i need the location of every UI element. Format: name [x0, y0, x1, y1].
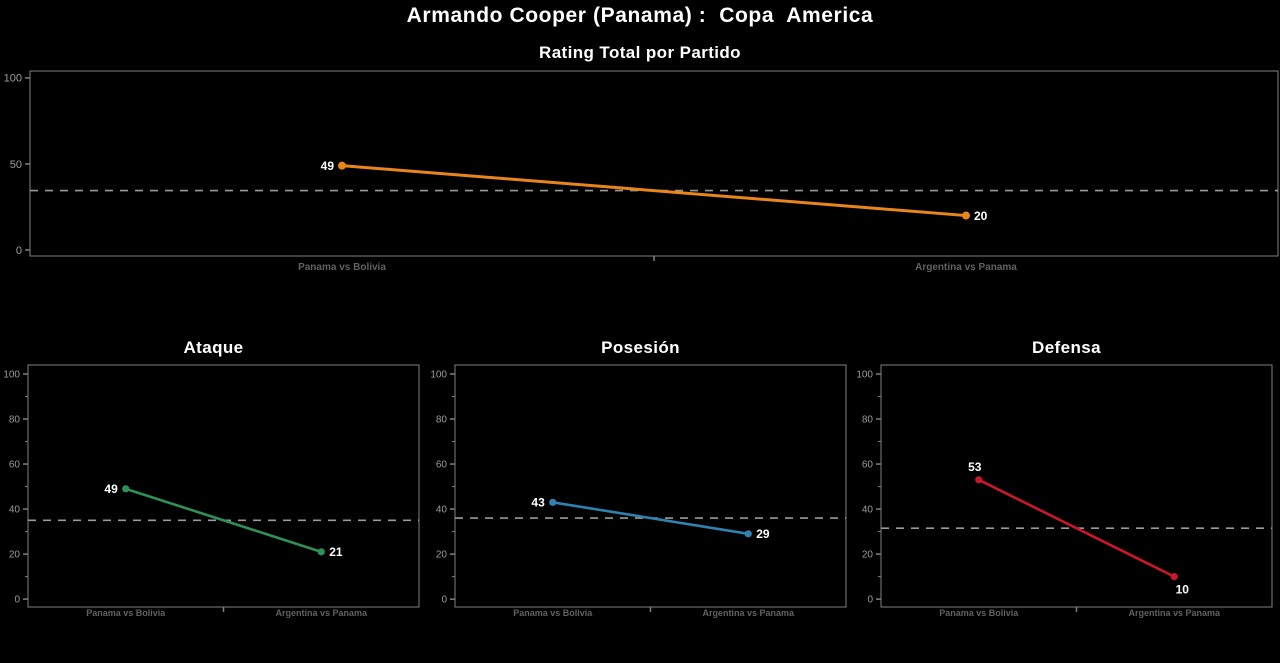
defensa-line-chart: 0 20 40 60 80 100 Panama vs Bolivia Argentina v…	[856, 364, 1273, 618]
y-tick-label: 100	[856, 370, 873, 381]
y-tick-label: 60	[862, 460, 874, 471]
y-tick-label: 0	[16, 245, 22, 257]
plot-border	[454, 364, 847, 608]
chart-title-rating-total: Rating Total por Partido	[539, 43, 741, 62]
value-label: 21	[329, 545, 343, 559]
page-title: Armando Cooper (Panama) : Copa America	[406, 4, 874, 27]
y-tick-label: 100	[4, 73, 22, 85]
data-line	[977, 478, 1176, 578]
data-point	[549, 498, 557, 506]
data-line	[340, 164, 968, 218]
category-label: Panama vs Bolivia	[513, 608, 593, 618]
category-label: Argentina vs Panama	[275, 608, 368, 618]
value-label: 10	[1176, 583, 1190, 597]
plot-border	[27, 364, 420, 608]
data-line	[551, 501, 750, 536]
data-point	[975, 476, 983, 484]
data-point	[962, 211, 970, 220]
y-tick-label: 40	[436, 505, 448, 516]
posesion-line-chart: 0 20 40 60 80 100 Panama vs Bolivia Argentina v…	[430, 364, 847, 618]
data-line	[124, 487, 323, 554]
category-label: Argentina vs Panama	[1128, 608, 1221, 618]
y-tick-label: 0	[14, 595, 20, 606]
value-label: 43	[531, 496, 545, 510]
y-tick-label: 0	[441, 595, 447, 606]
category-label: Panama vs Bolivia	[298, 262, 386, 273]
data-point	[744, 530, 752, 538]
y-tick-label: 0	[867, 595, 873, 606]
y-tick-label: 20	[9, 550, 21, 561]
value-label: 53	[968, 460, 982, 474]
rating-total-line-chart: 0 50 100 Panama vs Bolivia Argentina vs Pana…	[4, 70, 1279, 273]
y-tick-label: 60	[9, 460, 21, 471]
y-tick-label: 80	[9, 415, 21, 426]
data-point	[338, 161, 346, 170]
data-point	[1170, 573, 1178, 581]
y-tick-label: 20	[862, 550, 874, 561]
category-label: Panama vs Bolivia	[939, 608, 1019, 618]
plot-border	[29, 70, 1279, 257]
chart-title-posesion: Posesión	[601, 338, 680, 357]
value-label: 49	[321, 159, 335, 173]
y-tick-label: 80	[436, 415, 448, 426]
y-tick-label: 60	[436, 460, 448, 471]
category-label: Panama vs Bolivia	[86, 608, 166, 618]
ataque-line-chart: 0 20 40 60 80 100 Panama vs Bolivia Argentina v…	[3, 364, 420, 618]
y-tick-label: 100	[3, 370, 20, 381]
y-tick-label: 80	[862, 415, 874, 426]
plot-border	[880, 364, 1273, 608]
y-tick-label: 40	[862, 505, 874, 516]
y-tick-label: 50	[10, 159, 22, 171]
chart-title-defensa: Defensa	[1032, 338, 1101, 357]
data-point	[317, 548, 325, 556]
y-tick-label: 40	[9, 505, 21, 516]
data-point	[122, 485, 130, 493]
y-tick-label: 20	[436, 550, 448, 561]
category-label: Argentina vs Panama	[915, 262, 1017, 273]
value-label: 20	[974, 209, 988, 223]
y-tick-label: 100	[430, 370, 447, 381]
value-label: 49	[104, 482, 118, 496]
chart-title-ataque: Ataque	[183, 338, 244, 357]
value-label: 29	[756, 527, 770, 541]
category-label: Argentina vs Panama	[702, 608, 795, 618]
